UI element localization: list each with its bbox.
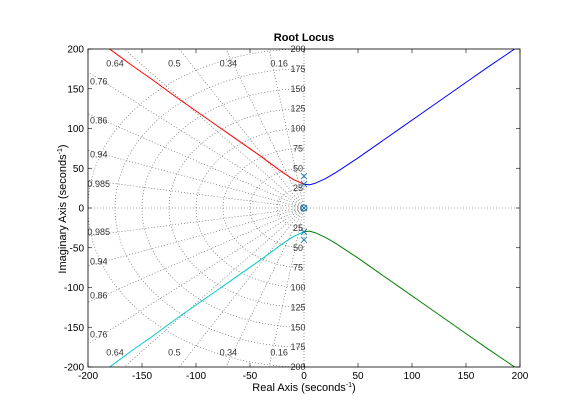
x-tick-label: -200 <box>78 371 98 382</box>
locus-branch-4 <box>303 230 515 367</box>
locus-branches <box>109 49 515 367</box>
wn-label: 50 <box>293 243 303 253</box>
wn-label: 150 <box>290 322 305 332</box>
x-axis-label: Real Axis (seconds-1) <box>252 382 355 394</box>
x-tick-label: 50 <box>352 371 364 382</box>
damping-label: 0.985 <box>88 179 111 189</box>
wn-label: 175 <box>290 342 305 352</box>
wn-label: 75 <box>293 143 303 153</box>
wn-label: 125 <box>290 302 305 312</box>
damping-label: 0.5 <box>168 348 181 358</box>
damping-label: 0.34 <box>220 58 238 68</box>
y-axis-label: Imaginary Axis (seconds-1) <box>57 144 69 273</box>
wn-label: 75 <box>293 263 303 273</box>
pole-zero-markers <box>300 172 308 244</box>
damping-label: 0.16 <box>270 348 288 358</box>
damping-label: 0.64 <box>106 348 124 358</box>
damping-label: 0.34 <box>220 348 238 358</box>
damping-label: 0.94 <box>90 150 108 160</box>
damping-label: 0.16 <box>270 58 288 68</box>
wn-label: 175 <box>290 64 305 74</box>
x-tick-label: -150 <box>132 371 152 382</box>
y-axis-label-sup: -1 <box>57 148 64 154</box>
svg-text:Real Axis (seconds-1): Real Axis (seconds-1) <box>252 382 355 394</box>
grid-wn-arc <box>276 187 305 229</box>
wn-label: 50 <box>293 163 303 173</box>
wn-label: 25 <box>293 183 303 193</box>
x-tick-label: -100 <box>186 371 206 382</box>
grid-wn-arc <box>168 108 305 308</box>
x-axis-label-end: ) <box>352 382 356 394</box>
y-axis-label-end: ) <box>57 144 69 148</box>
y-tick-label: 150 <box>67 84 84 95</box>
grid-wn-arc <box>141 88 305 328</box>
pole-marker <box>300 228 308 236</box>
y-tick-label: -50 <box>70 243 85 254</box>
damping-label: 0.64 <box>106 58 124 68</box>
damping-label: 0.76 <box>90 329 108 339</box>
damping-label: 0.94 <box>90 256 108 266</box>
axis-ticks: -200 -150 -100 -50 0 50 100 150 200 -200 -150 -100 -… <box>64 45 529 383</box>
x-axis-label-main: Real Axis (seconds <box>252 382 346 394</box>
wn-label: 100 <box>290 124 305 134</box>
damping-label: 0.86 <box>90 290 108 300</box>
damping-label: 0.86 <box>90 116 108 126</box>
x-tick-label: -50 <box>243 371 258 382</box>
pole-marker <box>300 172 308 180</box>
x-tick-label: 0 <box>301 371 307 382</box>
wn-label: 125 <box>290 104 305 114</box>
grid-damping-ray <box>88 71 305 209</box>
locus-branch-3 <box>303 49 515 186</box>
y-tick-label: -100 <box>64 283 84 294</box>
chart-title: Root Locus <box>274 32 335 44</box>
wn-label: 150 <box>290 84 305 94</box>
y-tick-label: 50 <box>73 164 85 175</box>
s-plane-grid <box>88 49 520 367</box>
y-tick-label: 0 <box>78 204 84 215</box>
locus-branch-2 <box>109 231 305 367</box>
grid-damping-ray <box>88 149 305 209</box>
grid-wn-arc <box>195 128 305 288</box>
y-tick-label: -200 <box>64 363 84 374</box>
y-tick-label: 200 <box>67 45 84 56</box>
pole-marker <box>300 180 308 188</box>
damping-label: 0.76 <box>90 77 108 87</box>
y-axis-label-main: Imaginary Axis (seconds <box>57 154 69 274</box>
y-tick-label: 100 <box>67 124 84 135</box>
damping-label: 0.985 <box>88 227 111 237</box>
zero-marker <box>300 204 308 212</box>
x-axis-label-sup: -1 <box>346 382 352 389</box>
x-tick-label: 200 <box>512 371 529 382</box>
wn-label: 25 <box>293 223 303 233</box>
x-tick-label: 150 <box>458 371 475 382</box>
wn-label: 100 <box>290 283 305 293</box>
svg-text:Imaginary Axis (seconds-1): Imaginary Axis (seconds-1) <box>57 144 69 273</box>
grid-wn-arc <box>222 148 305 268</box>
locus-branch-1 <box>109 49 305 185</box>
damping-label: 0.5 <box>168 58 181 68</box>
y-tick-label: -150 <box>64 323 84 334</box>
pole-marker <box>300 236 308 244</box>
x-tick-label: 100 <box>404 371 421 382</box>
grid-damping-ray <box>178 49 305 209</box>
grid-wn-arc <box>88 49 305 367</box>
grid-damping-ray <box>88 207 305 267</box>
